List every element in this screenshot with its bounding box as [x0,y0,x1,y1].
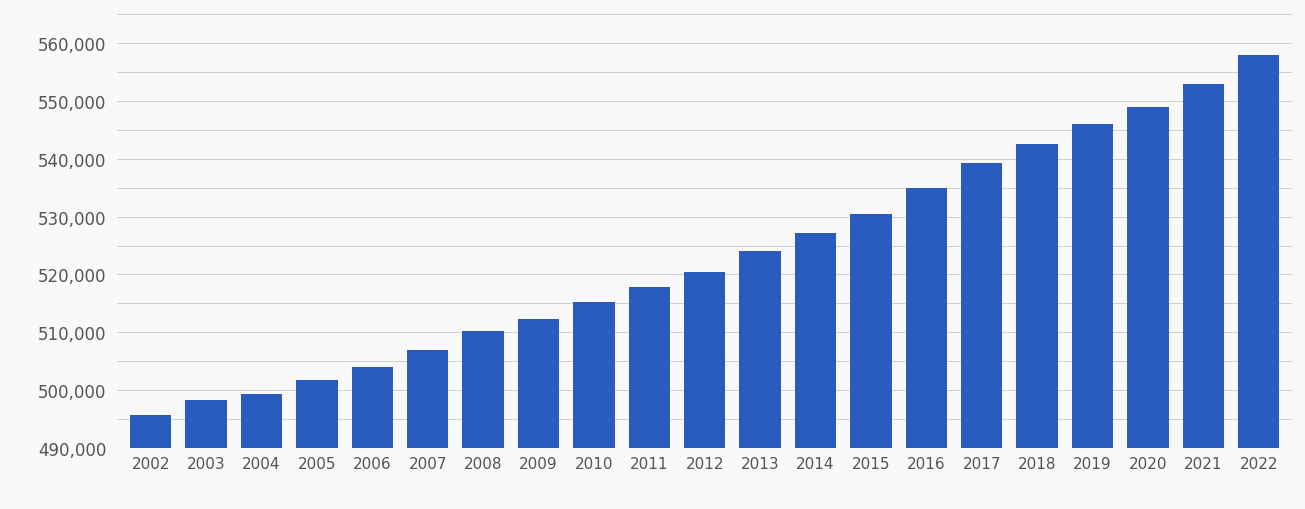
Bar [462,331,504,509]
Bar [240,394,282,509]
Bar [1071,125,1113,509]
Bar [629,287,669,509]
Bar [518,320,560,509]
Bar [185,401,227,509]
Bar [1128,107,1169,509]
Bar [960,164,1002,509]
Bar [351,367,393,509]
Bar [1238,55,1279,509]
Bar [573,302,615,509]
Bar [795,233,837,509]
Bar [407,350,449,509]
Bar [296,380,338,509]
Bar [740,252,780,509]
Bar [1182,84,1224,509]
Bar [850,214,891,509]
Bar [684,272,726,509]
Bar [130,415,171,509]
Bar [906,188,947,509]
Bar [1017,145,1058,509]
